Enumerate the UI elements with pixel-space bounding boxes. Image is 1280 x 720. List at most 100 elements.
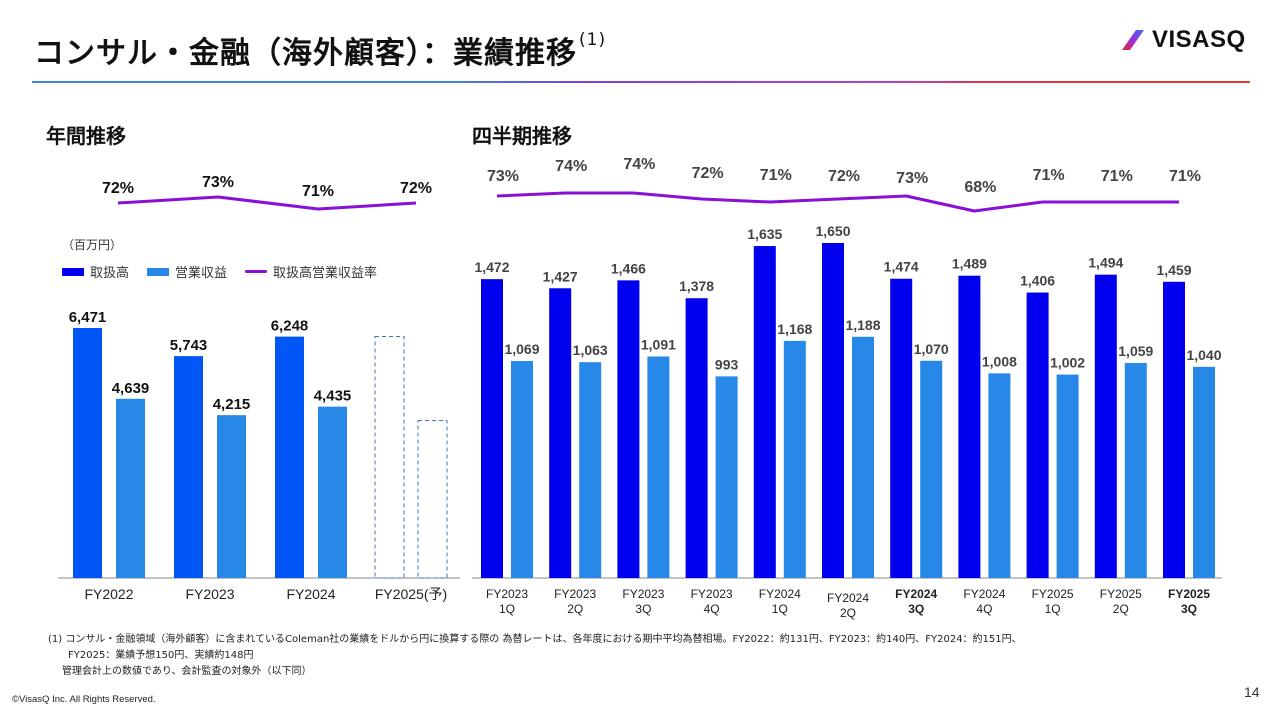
visasq-logo: VISASQ	[1120, 26, 1246, 54]
quarterly-section-title: 四半期推移	[472, 124, 572, 148]
x-tick-label-quarter: 1Q	[772, 602, 788, 616]
x-tick-label-quarter: 1Q	[499, 602, 515, 616]
bar-gross	[73, 328, 102, 578]
legend-swatch-gross	[62, 267, 84, 276]
forecast-bar-revenue	[417, 419, 448, 579]
ratio-label: 73%	[202, 174, 234, 191]
forecast-bar-gross	[374, 336, 405, 579]
bar-label-gross: 1,378	[679, 278, 714, 294]
bar-label-revenue: 1,188	[845, 317, 880, 333]
x-tick-label-quarter: 3Q	[635, 602, 651, 616]
x-tick-label-year: FY2023	[486, 587, 528, 601]
legend-item-ratio: 取扱高営業収益率	[245, 262, 377, 281]
bar-gross	[685, 298, 708, 578]
header-divider	[32, 81, 1250, 83]
bar-revenue	[1056, 374, 1079, 578]
bar-revenue	[1193, 366, 1215, 578]
ratio-label: 71%	[1101, 168, 1133, 185]
ratio-label: 73%	[487, 168, 519, 185]
footnote-3: 管理会計上の数値であり、会計監査の対象外（以下同）	[62, 666, 312, 677]
ratio-label: 72%	[102, 180, 134, 197]
bar-label-revenue: 1,069	[504, 341, 539, 357]
legend-label: 営業収益	[175, 266, 228, 281]
bar-label-gross: 1,459	[1156, 262, 1191, 278]
legend-label: 取扱高営業収益率	[273, 266, 378, 281]
bar-gross	[1094, 274, 1117, 578]
legend-swatch-revenue	[147, 267, 170, 276]
bar-label-revenue: 1,091	[641, 336, 676, 352]
x-tick-label-year: FY2025	[1100, 587, 1142, 601]
bar-label-revenue: 1,040	[1186, 347, 1221, 363]
bar-label-revenue: 4,435	[314, 388, 352, 405]
bar-label-revenue: 1,063	[573, 342, 608, 358]
x-tick-label-quarter: 2Q	[567, 602, 583, 616]
bar-revenue	[217, 415, 246, 578]
x-tick-label-year: FY2023	[622, 587, 664, 601]
bar-label-gross: 1,494	[1088, 255, 1123, 271]
ratio-label: 72%	[400, 180, 432, 197]
legend-swatch-ratio	[245, 270, 268, 273]
bar-gross	[822, 243, 844, 578]
ratio-label: 71%	[1169, 168, 1201, 185]
bar-revenue	[783, 340, 806, 578]
page-title: コンサル・金融（海外顧客）：業績推移 (1)	[34, 28, 606, 72]
x-tick-label-quarter: 2Q	[840, 606, 856, 620]
ratio-label: 74%	[623, 156, 655, 173]
ratio-label: 74%	[555, 158, 587, 175]
ratio-label: 71%	[302, 183, 334, 200]
ratio-line	[496, 191, 1179, 213]
x-tick-label-year: FY2023	[554, 587, 596, 601]
chart-legend: 取扱高 営業収益 取扱高営業収益率	[62, 262, 395, 281]
bar-label-gross: 1,466	[611, 260, 646, 276]
bar-revenue	[511, 360, 533, 578]
annual-section-title: 年間推移	[46, 124, 126, 148]
x-tick-label-year: FY2023	[691, 587, 733, 601]
legend-item-revenue: 営業収益	[147, 262, 227, 281]
bar-label-revenue: 1,002	[1050, 355, 1085, 371]
logo-text: VISASQ	[1152, 26, 1246, 53]
unit-label: （百万円）	[62, 238, 123, 252]
ratio-label: 71%	[1033, 167, 1065, 184]
bar-label-gross: 1,406	[1020, 273, 1055, 289]
bar-label-gross: 1,635	[747, 226, 782, 242]
bar-revenue	[852, 336, 874, 578]
ratio-label: 72%	[692, 165, 724, 182]
x-tick-label-year: FY2025	[1168, 587, 1210, 601]
legend-item-gross: 取扱高	[62, 262, 129, 281]
bar-gross	[275, 336, 304, 578]
bar-revenue	[920, 360, 943, 578]
bar-gross	[753, 246, 776, 578]
bar-label-revenue: 1,168	[777, 321, 812, 337]
x-tick-label: FY2025(予)	[375, 586, 447, 602]
bar-label-gross: 6,248	[271, 318, 309, 335]
bar-gross	[1163, 281, 1185, 578]
bar-gross	[958, 275, 981, 578]
bar-gross	[549, 288, 572, 578]
footnote-1: (1) コンサル・金融領域（海外顧客）に含まれているColeman社の業績をドル…	[48, 634, 1022, 645]
x-tick-label-year: FY2025	[1032, 587, 1074, 601]
copyright: ©VisasQ Inc. All Rights Reserved.	[12, 694, 156, 705]
bar-revenue	[988, 373, 1011, 578]
bar-revenue	[318, 406, 347, 578]
bar-revenue	[647, 356, 670, 578]
x-tick-label-year: FY2024	[759, 587, 801, 601]
ratio-line	[117, 195, 417, 211]
bar-label-gross: 1,489	[952, 256, 987, 272]
page-title-text: コンサル・金融（海外顧客）：業績推移	[34, 36, 577, 71]
ratio-label: 73%	[896, 170, 928, 187]
bar-label-gross: 1,427	[543, 268, 578, 284]
bar-label-revenue: 4,215	[213, 396, 251, 413]
x-tick-label-quarter: 3Q	[908, 602, 924, 616]
bar-gross	[1026, 292, 1049, 578]
bar-label-gross: 1,472	[474, 259, 509, 275]
x-tick-label-year: FY2024	[963, 587, 1005, 601]
x-tick-label-quarter: 3Q	[1181, 602, 1197, 616]
x-tick-label-year: FY2024	[895, 587, 937, 601]
legend-label: 取扱高	[90, 266, 130, 281]
bar-label-revenue: 1,008	[982, 353, 1017, 369]
bar-gross	[890, 278, 913, 578]
x-tick-label: FY2022	[84, 586, 133, 602]
bar-label-revenue: 1,070	[914, 341, 949, 357]
footnote-2: FY2025：業績予想150円、実績約148円	[68, 650, 254, 661]
